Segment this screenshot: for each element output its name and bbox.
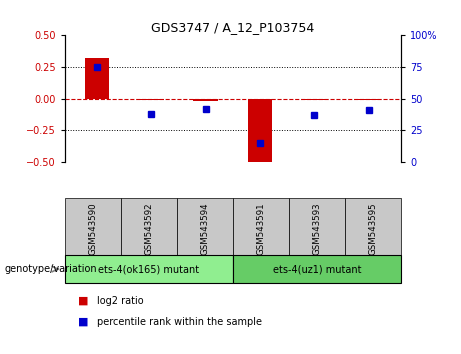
Bar [356,99,381,100]
Title: GDS3747 / A_12_P103754: GDS3747 / A_12_P103754 [151,21,314,34]
Bar [139,99,164,100]
Bar [248,99,272,165]
Text: ■: ■ [78,317,89,327]
Bar [302,99,326,100]
Text: ■: ■ [78,296,89,306]
Text: GSM543594: GSM543594 [200,203,209,255]
Text: GSM543591: GSM543591 [256,203,266,255]
Text: ets-4(uz1) mutant: ets-4(uz1) mutant [273,264,361,274]
Text: GSM543593: GSM543593 [313,203,321,255]
Text: percentile rank within the sample: percentile rank within the sample [97,317,262,327]
Text: ets-4(ok165) mutant: ets-4(ok165) mutant [98,264,199,274]
Bar [85,58,109,99]
Text: genotype/variation: genotype/variation [5,264,97,274]
Text: GSM543590: GSM543590 [88,203,97,255]
Text: GSM543595: GSM543595 [368,203,378,255]
Bar [194,99,218,101]
Text: log2 ratio: log2 ratio [97,296,143,306]
Text: GSM543592: GSM543592 [144,203,153,255]
